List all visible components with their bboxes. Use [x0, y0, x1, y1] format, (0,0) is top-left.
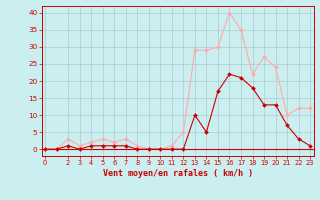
X-axis label: Vent moyen/en rafales ( km/h ): Vent moyen/en rafales ( km/h ) — [103, 169, 252, 178]
